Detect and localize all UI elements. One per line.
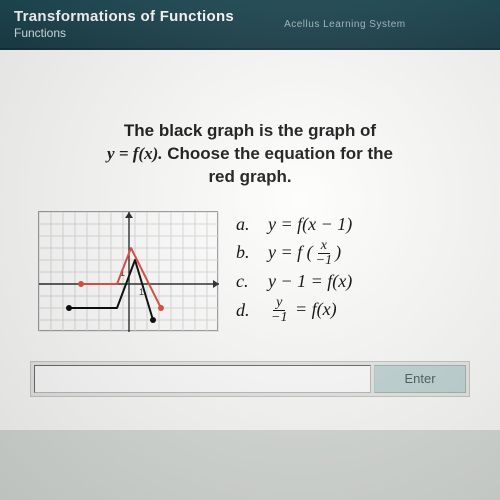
fraction-den: −1 (268, 311, 290, 325)
choice-d[interactable]: d. y−1 = f(x) (236, 296, 352, 325)
lesson-title: Transformations of Functions (14, 8, 234, 25)
choice-expr: y = f(x − 1) (268, 211, 352, 239)
choice-b[interactable]: b. y = f (x−1) (236, 239, 352, 268)
choice-a[interactable]: a. y = f(x − 1) (236, 211, 352, 239)
choice-letter: c. (236, 268, 254, 296)
choice-suffix: = f(x) (290, 299, 336, 319)
fraction-num: x (318, 239, 330, 254)
choice-letter: d. (236, 297, 254, 325)
choice-c[interactable]: c. y − 1 = f(x) (236, 268, 352, 296)
choice-expr: y = f (x−1) (268, 239, 341, 268)
close-paren: ) (335, 242, 341, 262)
question-panel: The black graph is the graph of y = f(x)… (0, 50, 500, 430)
header-text-block: Transformations of Functions Functions (14, 8, 234, 40)
lesson-header: Transformations of Functions Functions A… (0, 0, 500, 50)
fraction: y−1 (268, 296, 290, 325)
answer-choices: a. y = f(x − 1) b. y = f (x−1) c. y − 1 … (236, 211, 352, 326)
question-text: The black graph is the graph of y = f(x)… (30, 120, 470, 189)
choice-expr: y − 1 = f(x) (268, 268, 352, 296)
enter-button[interactable]: Enter (374, 365, 466, 393)
function-graph: 11 (38, 211, 218, 331)
fraction-den: −1 (313, 254, 335, 268)
graph-svg: 11 (39, 212, 219, 332)
question-equation: y = f(x). (107, 144, 162, 163)
answer-bar: Enter (30, 361, 470, 397)
question-line2: Choose the equation for the (167, 144, 393, 163)
choice-prefix: y = f (268, 242, 302, 262)
choice-letter: a. (236, 211, 254, 239)
answer-input[interactable] (34, 365, 371, 393)
question-body: 11 a. y = f(x − 1) b. y = f (x−1) c. y −… (30, 211, 470, 331)
question-line1: The black graph is the graph of (124, 121, 376, 140)
question-line3: red graph. (208, 167, 291, 186)
lesson-subtitle: Functions (14, 26, 234, 40)
fraction: x−1 (313, 239, 335, 268)
fraction-num: y (273, 296, 285, 311)
choice-expr: y−1 = f(x) (268, 296, 337, 325)
system-label: Acellus Learning System (284, 19, 406, 30)
choice-letter: b. (236, 239, 254, 267)
